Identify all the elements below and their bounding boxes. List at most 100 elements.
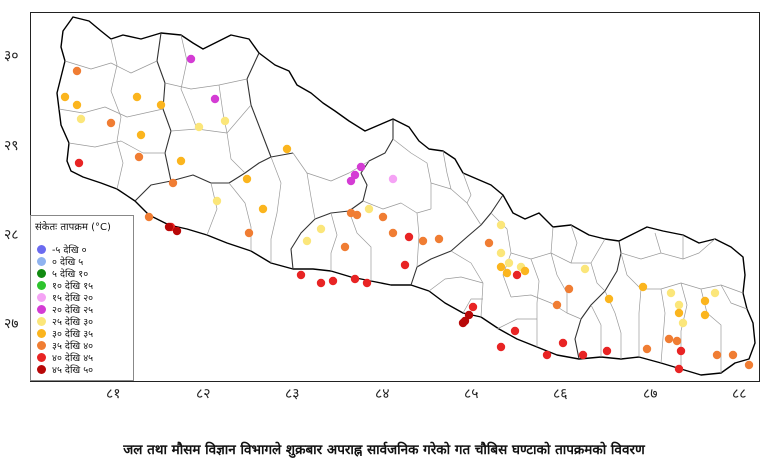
district-boundary: [496, 318, 537, 330]
district-boundary: [180, 34, 198, 130]
station-dot: [464, 310, 474, 320]
station-dot: [244, 228, 254, 238]
legend-swatch: [37, 341, 46, 350]
station-dot: [362, 278, 372, 288]
station-dot: [346, 176, 356, 186]
legend-label: ४० देखि ४५: [52, 353, 94, 364]
station-dot: [220, 116, 230, 126]
x-tick-83: ८३: [285, 386, 300, 402]
district-boundary: [206, 182, 218, 236]
y-tick-28: २८: [4, 227, 19, 243]
station-dot: [106, 118, 116, 128]
station-dot: [134, 152, 144, 162]
zone-boundary: [574, 240, 622, 360]
legend-swatch: [37, 305, 46, 314]
station-dot: [340, 242, 350, 252]
station-dot: [700, 296, 710, 306]
legend-item: ३० देखि ३५: [37, 328, 93, 340]
legend-item: १० देखि १५: [37, 280, 94, 292]
district-boundary: [362, 200, 432, 214]
district-boundary: [462, 298, 483, 314]
station-dot: [378, 212, 388, 222]
station-dot: [144, 212, 154, 222]
country-border: [56, 16, 756, 376]
station-dot: [504, 258, 514, 268]
station-dot: [468, 302, 478, 312]
station-dot: [502, 268, 512, 278]
station-dot: [350, 170, 360, 180]
station-dot: [168, 178, 178, 188]
station-dot: [672, 336, 682, 346]
district-boundary: [550, 226, 554, 254]
district-boundary: [170, 104, 252, 134]
legend-label: २५ देखि ३०: [52, 317, 94, 328]
y-tick-29: २९: [4, 138, 19, 154]
station-dot: [212, 196, 222, 206]
station-dot: [604, 294, 614, 304]
x-tick-81: ८१: [106, 386, 121, 402]
district-boundary: [68, 140, 165, 154]
station-dot: [136, 130, 146, 140]
district-boundary: [510, 294, 582, 320]
station-dot: [72, 100, 82, 110]
legend-title: संकेतः तापक्रम (°C): [35, 222, 111, 233]
station-dot: [172, 226, 182, 236]
station-dot: [76, 114, 86, 124]
district-boundary: [450, 250, 484, 318]
station-dot: [496, 220, 506, 230]
legend-item: ३५ देखि ४०: [37, 340, 93, 352]
station-dot: [710, 288, 720, 298]
station-dot: [678, 318, 688, 328]
district-boundary: [330, 212, 338, 271]
legend-label: १० देखि १५: [52, 281, 94, 292]
district-boundary: [462, 172, 472, 204]
zone-boundary: [134, 152, 294, 202]
x-tick-84: ८४: [375, 386, 390, 402]
station-dot: [700, 310, 710, 320]
station-dot: [552, 300, 562, 310]
station-dot: [638, 282, 648, 292]
station-dot: [542, 350, 552, 360]
district-boundary: [660, 288, 666, 364]
district-boundary: [58, 106, 164, 118]
district-boundary: [570, 224, 578, 264]
station-dot: [512, 270, 522, 280]
station-dot: [282, 144, 292, 154]
district-boundary: [292, 152, 370, 182]
station-dot: [496, 262, 506, 272]
district-boundary: [306, 172, 316, 220]
legend-swatch: [37, 257, 46, 266]
station-dot: [210, 94, 220, 104]
temperature-legend: संकेतः तापक्रम (°C) -५ देखि ० ० देखि ५ ५…: [30, 215, 134, 381]
y-tick-27: २७: [4, 316, 19, 332]
legend-item: ४० देखि ४५: [37, 352, 94, 364]
nepal-map: [56, 16, 756, 376]
station-dot: [642, 344, 652, 354]
station-dot: [558, 338, 568, 348]
district-boundary: [590, 262, 606, 292]
station-dot: [186, 54, 196, 64]
station-dot: [400, 260, 410, 270]
x-tick-88: ८८: [732, 386, 747, 402]
station-dot: [520, 266, 530, 276]
station-dot: [60, 92, 70, 102]
station-dot: [164, 222, 174, 232]
station-dot: [194, 122, 204, 132]
legend-swatch: [37, 269, 46, 278]
station-dot: [364, 204, 374, 214]
district-boundary: [64, 60, 158, 74]
station-dot: [674, 300, 684, 310]
station-dot: [328, 276, 338, 286]
station-dot: [458, 318, 468, 328]
station-dot: [132, 92, 142, 102]
station-dot: [434, 234, 444, 244]
district-boundary: [620, 252, 744, 294]
station-dot: [418, 236, 428, 246]
legend-swatch: [37, 281, 46, 290]
station-dot: [302, 236, 312, 246]
district-boundary: [442, 150, 452, 190]
legend-item: ५ देखि १०: [37, 268, 88, 280]
station-dot: [666, 288, 676, 298]
station-dot: [728, 350, 738, 360]
station-dot: [242, 174, 252, 184]
